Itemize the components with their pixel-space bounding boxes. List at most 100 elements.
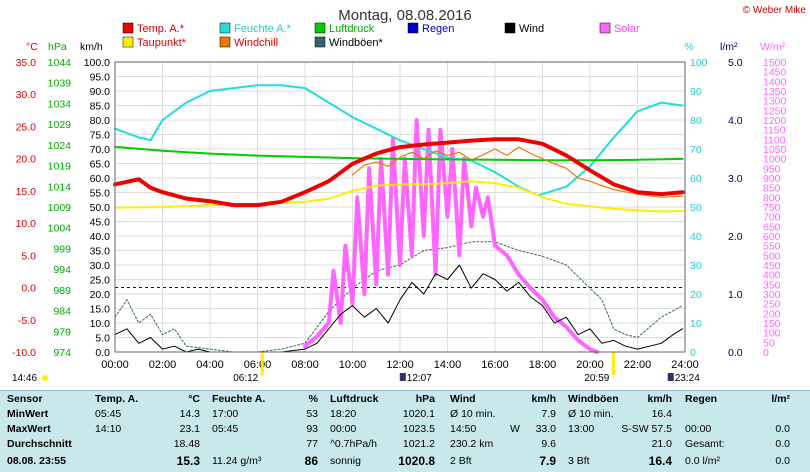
solar-tick-25: 1250 [763,105,787,117]
wind-tick-3: 15.0 [90,304,111,316]
humidity-tick-9: 90 [690,86,702,98]
wind-tick-6: 30.0 [90,260,111,272]
pressure-tick-11: 1029 [48,119,72,131]
cell: Ø 10 min. [450,408,496,420]
header-wind: Wind [450,393,476,405]
wind-tick-19: 95.0 [90,72,111,84]
wind-tick-2: 10.0 [90,318,111,330]
wind-unit-label: km/h [80,41,103,53]
wind-tick-11: 55.0 [90,188,111,200]
chart-title: Montag, 08.08.2016 [338,7,471,24]
wind-tick-20: 100.0 [84,57,110,69]
humidity-tick-3: 30 [690,260,702,272]
legend-swatch-8 [314,36,326,48]
x-tick-6: 12:00 [386,359,414,371]
stats-row-average: Durchschnitt 18.48 77 ^0.7hPa/h 1021.2 2… [0,438,810,451]
plot-frame [114,61,686,353]
wind-tick-14: 70.0 [90,144,111,156]
solar-tick-6: 300 [763,289,781,301]
noon-marker-box [399,373,406,381]
header-humidity: Feuchte A. [212,393,266,405]
x-tick-5: 10:00 [339,359,367,371]
row-label: MinWert [7,408,49,420]
cell: sonnig [330,455,361,467]
pressure-tick-14: 1044 [48,57,72,69]
solar-tick-22: 1100 [763,134,786,146]
solar-tick-2: 100 [763,328,781,340]
cell: W [510,423,520,435]
temp-tick-7: 25.0 [16,121,37,133]
humidity-tick-5: 50 [690,202,702,214]
cell: 53 [306,408,318,420]
solar-tick-10: 500 [763,250,781,262]
solar-tick-1: 50 [763,337,775,349]
solar-tick-18: 900 [763,173,781,185]
cell: 18.48 [173,438,200,450]
wind-tick-8: 40.0 [90,231,111,243]
header-gusts-unit: km/h [647,393,672,405]
cell: 14:50 [450,423,477,435]
series-group [113,84,685,354]
x-tick-7: 14:00 [434,359,462,371]
legend: Temp. A.* Feuchte A.* Luftdruck Regen Wind So… [122,22,640,49]
cell: 18:20 [330,408,357,420]
legend-swatch-7 [219,36,231,48]
solar-tick-17: 850 [763,183,781,195]
solar-tick-4: 200 [763,308,781,320]
legend-label-8: Windböen* [329,37,384,49]
cell: 00:00 [330,423,357,435]
cell: 3 Bft [568,455,590,467]
wind-tick-10: 50.0 [90,202,111,214]
humidity-tick-4: 40 [690,231,702,243]
humidity-tick-1: 10 [690,318,702,330]
solar-tick-12: 600 [763,231,781,243]
cell: 0.0 [775,423,790,435]
solar-tick-15: 750 [763,202,781,214]
solar-unit-label: W/m² [760,41,786,53]
time-markers: 14:46 06:12 20:59 12:07 23:24 [12,352,700,384]
rain-tick-3: 3.0 [728,173,743,185]
x-tick-4: 08:00 [291,359,319,371]
solar-tick-30: 1500 [763,57,787,69]
humidity-tick-8: 80 [690,115,702,127]
cell: 16.4 [651,408,672,420]
pressure-tick-7: 1009 [48,202,72,214]
stats-row-max: MaxWert 14:10 23.1 05:45 93 00:00 1023.5… [0,423,810,436]
rain-tick-5: 5.0 [728,57,743,69]
header-wind-unit: km/h [531,393,556,405]
header-pressure: Luftdruck [330,393,379,405]
cell: 13:00 [568,423,595,435]
cell: 23.1 [179,423,200,435]
humidity-tick-0: 0 [690,347,696,359]
header-sensor: Sensor [7,393,43,405]
x-tick-0: 00:00 [101,359,129,371]
x-tick-1: 02:00 [149,359,177,371]
cell: 05:45 [212,423,239,435]
legend-swatch-4 [504,22,516,34]
header-pressure-unit: hPa [415,393,435,405]
sunset-marker-label: 20:59 [584,373,609,384]
pressure-tick-0: 974 [53,347,71,359]
temp-tick-3: 5.0 [21,250,36,262]
cell: 77 [306,438,318,450]
cell: 05:45 [95,408,122,420]
solar-tick-5: 250 [763,299,781,311]
legend-label-7: Windchill [234,37,278,49]
pressure-tick-13: 1039 [48,78,72,90]
cell: 2 Bft [450,455,472,467]
legend-label-6: Taupunkt* [137,37,187,49]
wind-tick-1: 5.0 [95,333,110,345]
time-marker-left-dot [42,375,48,381]
pressure-tick-5: 999 [53,243,71,255]
header-humidity-unit: % [308,393,318,405]
legend-label-2: Luftdruck [329,23,375,35]
cell: 0.0 l/m² [685,455,721,467]
temp-tick-6: 20.0 [16,154,37,166]
pressure-tick-10: 1024 [48,140,72,152]
header-rain: Regen [685,393,718,405]
x-tick-2: 04:00 [196,359,224,371]
stats-row-min: MinWert 05:45 14.3 17:00 53 18:20 1020.1… [0,408,810,421]
solar-tick-26: 1300 [763,96,787,108]
cell: 14.3 [179,408,200,420]
cell: 16.4 [648,454,672,468]
